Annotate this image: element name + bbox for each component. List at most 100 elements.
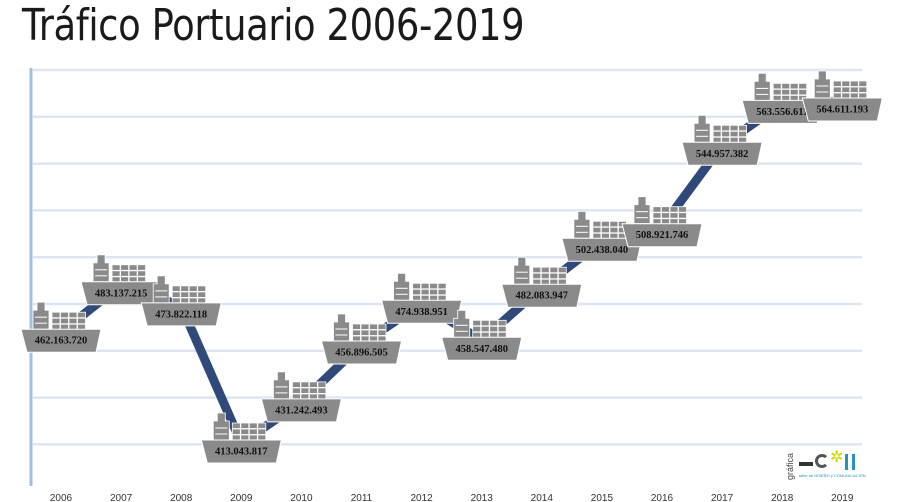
ship-bridge-icon — [573, 210, 591, 239]
ship-container-icon — [549, 272, 559, 280]
ship-container-icon — [291, 387, 301, 394]
ship-bridge-icon — [633, 196, 651, 225]
x-tick-label: 2016 — [651, 493, 674, 502]
ship-container-icon — [661, 212, 670, 219]
data-point-ship: 482.083.947 — [501, 256, 583, 308]
ship-hull-icon — [320, 340, 403, 365]
ship-bridge-icon — [212, 412, 230, 441]
ship-container-icon — [652, 206, 662, 213]
ship-hull-icon — [441, 336, 523, 361]
ship-container-icon — [712, 124, 722, 132]
ship-container-icon — [51, 317, 61, 325]
ship-container-icon — [429, 282, 439, 290]
ship-container-icon — [128, 270, 138, 277]
data-point-ship: 474.938.951 — [380, 272, 463, 324]
ship-container-icon — [678, 212, 687, 219]
ship-hull-icon — [140, 302, 222, 327]
ship-hull-icon — [200, 439, 282, 464]
ship-container-icon — [601, 226, 610, 234]
ship-bridge-icon — [753, 73, 771, 101]
ship-container-icon — [789, 83, 799, 90]
data-point-ship: 431.242.493 — [260, 371, 343, 423]
ship-container-icon — [429, 288, 439, 296]
ship-container-icon — [317, 381, 327, 388]
ship-container-icon — [557, 266, 567, 274]
data-label: 431.242.493 — [275, 405, 328, 416]
ship-container-icon — [412, 288, 422, 296]
data-label: 458.547.480 — [455, 344, 508, 355]
data-label: 474.938.951 — [395, 307, 448, 318]
data-point-ship: 544.957.382 — [681, 114, 763, 166]
ship-bridge-icon — [813, 70, 831, 99]
ship-container-icon — [360, 323, 370, 330]
ship-container-icon — [849, 80, 859, 87]
ship-container-icon — [437, 282, 447, 290]
ship-container-icon — [77, 311, 86, 319]
ship-container-icon — [798, 83, 808, 90]
ship-container-icon — [497, 325, 507, 333]
ship-container-icon — [240, 422, 250, 429]
logo-label: gráfica — [785, 452, 795, 480]
ship-bridge-icon — [152, 275, 170, 304]
ship-container-icon — [197, 285, 207, 292]
logo-bracket-shape — [845, 454, 855, 470]
x-tick-labels: 2006 2007 2008 2009 2010 2011 2012 2013 2014 2015… — [50, 493, 854, 502]
logo-c-shape — [815, 454, 829, 468]
ship-container-icon — [841, 86, 851, 93]
logo-star-icon: ✲ — [830, 449, 844, 466]
ship-container-icon — [420, 282, 430, 290]
ship-container-icon — [51, 311, 61, 319]
ship-hull-icon — [801, 97, 883, 122]
ship-container-icon — [188, 285, 198, 292]
ship-container-icon — [248, 422, 258, 429]
ship-container-icon — [798, 89, 808, 96]
data-point-ship: 456.896.505 — [320, 313, 403, 365]
ship-container-icon — [832, 86, 842, 93]
ship-container-icon — [377, 323, 387, 330]
x-tick-label: 2006 — [50, 493, 73, 502]
ship-hull-icon — [561, 237, 643, 262]
ship-hull-icon — [501, 283, 583, 308]
x-tick-label: 2014 — [531, 493, 554, 502]
ship-container-icon — [609, 226, 619, 234]
ship-container-icon — [128, 264, 138, 271]
ship-container-icon — [609, 220, 619, 228]
ship-container-icon — [858, 86, 868, 93]
x-tick-label: 2018 — [771, 493, 794, 502]
ship-container-icon — [377, 329, 387, 336]
ship-container-icon — [841, 80, 851, 87]
ship-container-icon — [180, 291, 190, 298]
ship-container-icon — [111, 264, 121, 271]
ship-container-icon — [678, 206, 687, 213]
ship-container-icon — [832, 80, 842, 87]
ship-container-icon — [308, 387, 318, 394]
ship-container-icon — [120, 270, 129, 277]
ship-container-icon — [197, 291, 207, 298]
ship-container-icon — [171, 291, 181, 298]
data-label: 483.137.215 — [95, 288, 148, 299]
ship-container-icon — [369, 329, 378, 336]
ship-container-icon — [248, 428, 258, 435]
ship-container-icon — [68, 317, 78, 325]
ship-container-icon — [849, 86, 859, 93]
ship-container-icon — [781, 89, 791, 96]
ship-bridge-icon — [693, 114, 711, 143]
ship-container-icon — [480, 319, 490, 327]
data-point-ship: 462.163.720 — [20, 301, 102, 353]
data-label: 456.896.505 — [335, 348, 388, 359]
ship-container-icon — [120, 264, 129, 271]
ship-hull-icon — [681, 141, 763, 166]
data-label: 563.556.611 — [756, 107, 808, 118]
ship-container-icon — [257, 422, 267, 429]
ship-container-icon — [540, 272, 550, 280]
ship-container-icon — [549, 266, 559, 274]
ship-container-icon — [60, 311, 69, 319]
ship-container-icon — [721, 130, 730, 138]
x-tick-label: 2012 — [410, 493, 433, 502]
data-point-ship: 563.556.611 — [741, 73, 823, 124]
brand-logo: gráfica ✲ taller de DISEÑO y COMUNICACIÓ… — [785, 446, 866, 482]
ship-container-icon — [437, 288, 447, 296]
data-point-ship: 508.921.746 — [621, 196, 703, 248]
ship-container-icon — [729, 124, 739, 132]
